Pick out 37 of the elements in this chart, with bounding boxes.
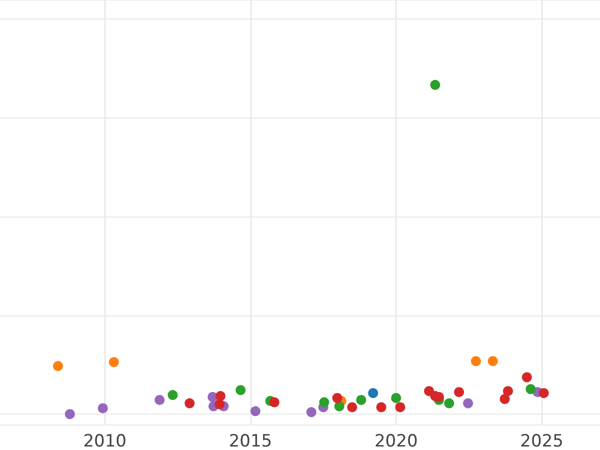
point (319, 397, 330, 408)
point (500, 394, 510, 404)
x-tick-label: 2015 (228, 432, 272, 450)
x-tick-label: 2020 (374, 432, 418, 450)
point (154, 394, 165, 405)
point (463, 398, 474, 408)
point (538, 388, 549, 398)
point (454, 387, 464, 398)
point (168, 390, 178, 400)
point (108, 357, 119, 368)
point (215, 391, 226, 402)
point (236, 385, 246, 396)
point (488, 356, 498, 366)
point (470, 356, 481, 366)
point (306, 407, 316, 418)
point (444, 398, 454, 408)
point (376, 402, 386, 412)
point (368, 388, 378, 398)
point (52, 361, 63, 372)
point (395, 402, 406, 412)
x-tick-label: 2025 (520, 432, 564, 450)
point (502, 386, 513, 396)
point (214, 399, 225, 410)
point (522, 372, 532, 382)
point (184, 398, 195, 408)
point (356, 394, 366, 405)
point (250, 406, 260, 416)
point (430, 80, 440, 90)
point (64, 409, 75, 420)
x-tick-label: 2010 (83, 432, 126, 450)
point (347, 402, 358, 412)
point (334, 401, 344, 412)
point (98, 403, 108, 414)
point (526, 384, 536, 394)
point (269, 397, 280, 408)
point (391, 393, 402, 404)
point (332, 393, 342, 404)
